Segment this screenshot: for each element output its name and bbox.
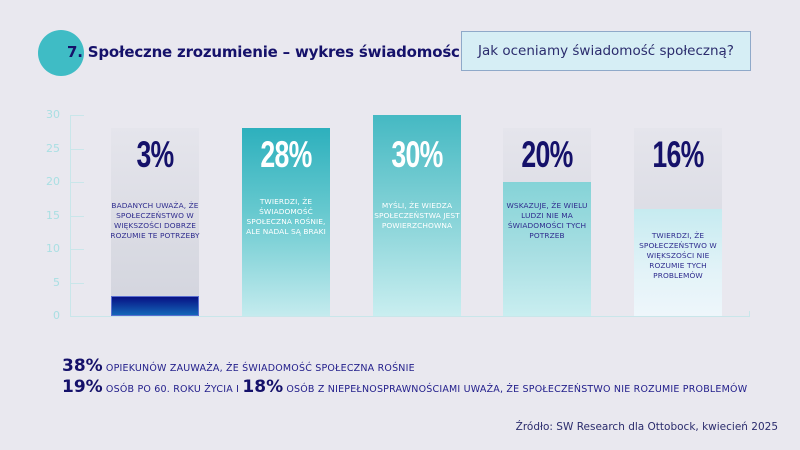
y-tick	[70, 149, 84, 150]
bar-28-percent	[242, 128, 330, 316]
stat-text: OSÓB Z NIEPEŁNOSPRAWNOŚCIAMI UWAŻA, ŻE S…	[283, 384, 748, 395]
bar-value-label: 16%	[652, 134, 704, 175]
y-tick-label: 30	[46, 108, 60, 121]
stat-percent: 18%	[242, 377, 284, 397]
bar-chart: 30 25 20 15 10 5 0 3% BADANYCH UWAŻA, ŻE…	[46, 108, 750, 322]
y-tick	[70, 283, 84, 284]
x-axis-end-tick	[749, 311, 750, 317]
stat-text: OSÓB PO 60. ROKU ŻYCIA I	[102, 384, 243, 395]
title-circle-decoration	[38, 30, 84, 76]
stat-line-caregivers: 38% OPIEKUNÓW ZAUWAŻA, ŻE ŚWIADOMOŚĆ SPO…	[62, 356, 415, 376]
page-title: 7. Społeczne zrozumienie – wykres świado…	[67, 43, 465, 61]
bar-16-percent	[634, 209, 722, 316]
bar-value-label: 20%	[521, 134, 573, 175]
y-tick-label: 10	[46, 242, 60, 255]
y-tick	[70, 249, 84, 250]
question-text: Jak oceniamy świadomość społeczną?	[478, 43, 734, 59]
bar-description: BADANYCH UWAŻA, ŻE SPOŁECZEŃSTWO W WIĘKS…	[110, 201, 200, 240]
y-tick-label: 15	[46, 209, 60, 222]
y-tick	[70, 182, 84, 183]
bar-value-label: 30%	[391, 134, 443, 175]
bar-description: WSKAZUJE, ŻE WIELU LUDZI NIE MA ŚWIADOMO…	[506, 201, 588, 240]
y-tick	[70, 115, 84, 116]
stat-line-seniors-disabled: 19% OSÓB PO 60. ROKU ŻYCIA I 18% OSÓB Z …	[62, 377, 747, 397]
x-axis	[70, 316, 750, 317]
bar-value-label: 3%	[136, 134, 174, 175]
bar-value-label: 28%	[260, 134, 312, 175]
bar-30-percent	[373, 115, 461, 316]
bar-description: TWIERDZI, ŻE ŚWIADOMOŚĆ SPOŁECZNA ROŚNIE…	[246, 197, 326, 236]
source-note: Źródło: SW Research dla Ottobock, kwieci…	[515, 421, 778, 433]
bar-20-percent	[503, 182, 591, 316]
y-tick-label: 20	[46, 175, 60, 188]
y-tick	[70, 216, 84, 217]
stat-text: OPIEKUNÓW ZAUWAŻA, ŻE ŚWIADOMOŚĆ SPOŁECZ…	[102, 363, 415, 374]
y-tick-label: 0	[53, 309, 60, 322]
stat-percent: 38%	[62, 356, 103, 376]
bar-3-percent	[111, 296, 199, 316]
bar-background	[111, 128, 199, 316]
question-box: Jak oceniamy świadomość społeczną?	[461, 31, 751, 71]
bar-description: TWIERDZI, ŻE SPOŁECZEŃSTWO W WIĘKSZOŚCI …	[639, 231, 717, 280]
y-tick-label: 5	[53, 276, 60, 289]
bar-description: MYŚLI, ŻE WIEDZA SPOŁECZEŃSTWA JEST POWI…	[374, 201, 460, 230]
y-tick-label: 25	[46, 142, 60, 155]
stat-percent: 19%	[62, 377, 103, 397]
